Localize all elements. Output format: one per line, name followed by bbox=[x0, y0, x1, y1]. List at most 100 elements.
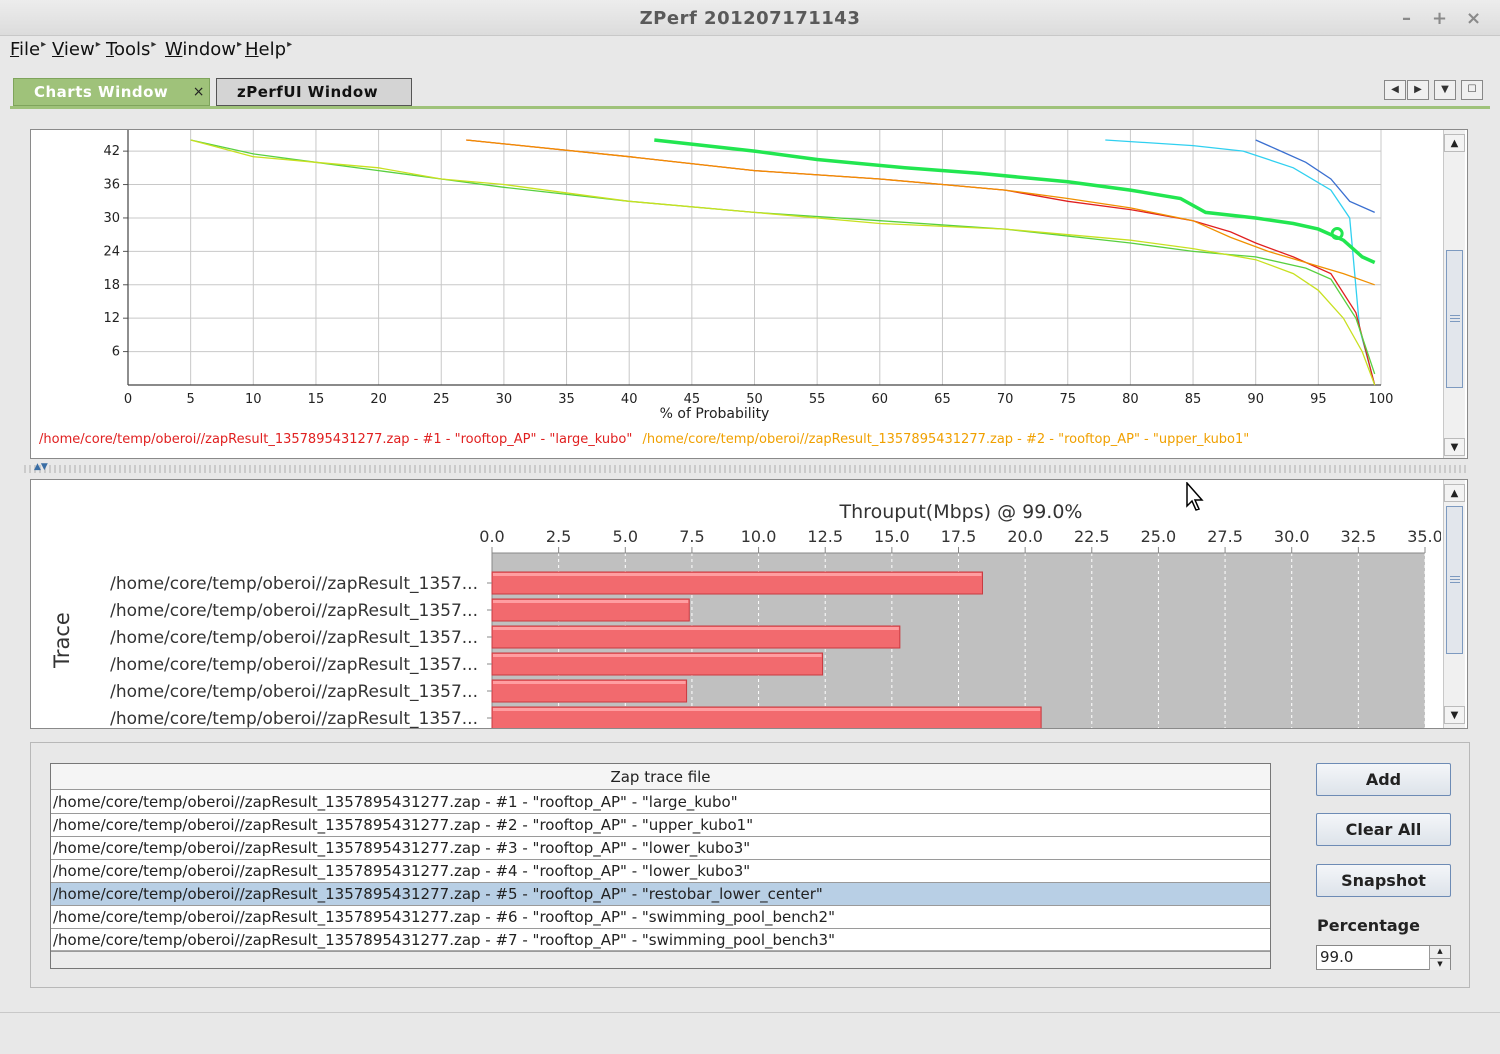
menu-view[interactable]: View▸ bbox=[52, 39, 101, 60]
menu-bar: File▸ View▸ Tools▸ Window▸ Help▸ bbox=[0, 36, 1500, 66]
table-row[interactable]: /home/core/temp/oberoi//zapResult_135789… bbox=[51, 814, 1270, 837]
table-empty-area bbox=[51, 950, 1270, 968]
tab-label: Charts Window bbox=[34, 83, 169, 101]
bar-chart-title: Throuput(Mbps) @ 99.0% bbox=[839, 501, 1083, 523]
throughput-bar-chart: Throuput(Mbps) @ 99.0% 0.0 2.5 5.0 7.5 10.0 12… bbox=[50, 501, 1441, 728]
x-tick-label: 75 bbox=[1059, 392, 1076, 407]
x-tick-label: 95 bbox=[1310, 392, 1327, 407]
tab-underline bbox=[10, 106, 1490, 109]
bar-highlight bbox=[493, 654, 822, 657]
series-line bbox=[466, 139, 1375, 286]
x-tick-label: 85 bbox=[1185, 392, 1202, 407]
category-label: /home/core/temp/oberoi//zapResult_1357..… bbox=[110, 574, 478, 594]
clear-all-button[interactable]: Clear All bbox=[1316, 813, 1451, 846]
scroll-down-icon[interactable]: ▼ bbox=[1444, 706, 1465, 724]
x-tick-label: 10.0 bbox=[741, 527, 777, 546]
spinner-up-icon[interactable]: ▲ bbox=[1429, 946, 1450, 958]
series-line bbox=[654, 138, 1376, 265]
y-tick-label: 24 bbox=[103, 244, 120, 259]
snapshot-button[interactable]: Snapshot bbox=[1316, 864, 1451, 897]
x-tick-label: 50 bbox=[746, 392, 763, 407]
x-tick-label: 5.0 bbox=[613, 527, 638, 546]
tab-maximize-icon[interactable]: ☐ bbox=[1461, 80, 1483, 100]
y-axis-label: Trace bbox=[50, 612, 74, 669]
menu-file[interactable]: File▸ bbox=[10, 39, 47, 60]
x-tick-label: 90 bbox=[1247, 392, 1264, 407]
x-tick-label: 5 bbox=[187, 392, 195, 407]
table-header: Zap trace file bbox=[51, 764, 1270, 790]
x-tick-label: 30 bbox=[496, 392, 513, 407]
probability-chart: 0 5 10 15 20 25 30 35 40 45 50 55 60 65 70 75 80 85 90 95 10… bbox=[103, 130, 1393, 422]
status-bar bbox=[0, 1012, 1500, 1054]
x-tick-label: 32.5 bbox=[1341, 527, 1377, 546]
minimize-button[interactable]: – bbox=[1402, 8, 1411, 29]
split-pane-divider[interactable] bbox=[24, 465, 1468, 473]
scroll-thumb[interactable] bbox=[1446, 506, 1463, 654]
series-line bbox=[190, 139, 1376, 375]
scroll-up-icon[interactable]: ▲ bbox=[1444, 484, 1465, 502]
close-window-button[interactable]: × bbox=[1466, 8, 1482, 29]
x-tick-label: 35.0 bbox=[1407, 527, 1441, 546]
bar-highlight bbox=[493, 681, 686, 684]
x-tick-label: 40 bbox=[621, 392, 638, 407]
scroll-up-icon[interactable]: ▲ bbox=[1444, 134, 1465, 152]
bar-chart-scrollbar[interactable]: ▲ ▼ bbox=[1443, 480, 1465, 728]
maximize-button[interactable]: + bbox=[1432, 8, 1448, 29]
series-line bbox=[1105, 139, 1376, 386]
scroll-thumb[interactable] bbox=[1446, 250, 1463, 388]
x-tick-label: 25.0 bbox=[1141, 527, 1177, 546]
x-tick-label: 20 bbox=[370, 392, 387, 407]
category-label: /home/core/temp/oberoi//zapResult_1357..… bbox=[110, 655, 478, 675]
table-row[interactable]: /home/core/temp/oberoi//zapResult_135789… bbox=[51, 791, 1270, 814]
legend-entry-1: /home/core/temp/oberoi//zapResult_135789… bbox=[39, 432, 633, 447]
x-tick-label: 0 bbox=[124, 392, 132, 407]
percentage-value[interactable]: 99.0 bbox=[1320, 948, 1354, 966]
bar-highlight bbox=[493, 627, 899, 630]
x-tick-label: 10 bbox=[245, 392, 262, 407]
x-tick-label: 70 bbox=[997, 392, 1014, 407]
category-label: /home/core/temp/oberoi//zapResult_1357..… bbox=[110, 709, 478, 728]
tab-close-icon[interactable]: × bbox=[192, 84, 205, 100]
top-chart-scrollbar[interactable]: ▲ ▼ bbox=[1443, 130, 1465, 458]
percentage-spinner[interactable]: 99.0 ▲ ▼ bbox=[1316, 945, 1451, 970]
tab-label: zPerfUI Window bbox=[237, 83, 379, 101]
table-row[interactable]: /home/core/temp/oberoi//zapResult_135789… bbox=[51, 837, 1270, 860]
tab-charts-window[interactable]: Charts Window × bbox=[13, 78, 210, 106]
table-row[interactable]: /home/core/temp/oberoi//zapResult_135789… bbox=[51, 906, 1270, 929]
add-button[interactable]: Add bbox=[1316, 763, 1451, 796]
x-tick-label: 27.5 bbox=[1207, 527, 1243, 546]
tab-bar: Charts Window × zPerfUI Window ◀ ▶ ▼ ☐ bbox=[10, 72, 1490, 108]
x-tick-label: 30.0 bbox=[1274, 527, 1310, 546]
scroll-down-icon[interactable]: ▼ bbox=[1444, 438, 1465, 456]
chart-legend: /home/core/temp/oberoi//zapResult_135789… bbox=[39, 432, 1249, 447]
x-tick-label: 65 bbox=[934, 392, 951, 407]
y-tick-label: 12 bbox=[103, 311, 120, 326]
menu-help[interactable]: Help▸ bbox=[245, 39, 293, 60]
x-tick-label: 25 bbox=[433, 392, 450, 407]
x-axis-label: % of Probability bbox=[660, 406, 770, 422]
table-row[interactable]: /home/core/temp/oberoi//zapResult_135789… bbox=[51, 929, 1270, 952]
tab-list-dropdown-icon[interactable]: ▼ bbox=[1434, 80, 1456, 100]
x-tick-label: 17.5 bbox=[941, 527, 977, 546]
splitter-arrows-icon[interactable]: ▲▼ bbox=[34, 462, 48, 472]
series-line bbox=[1255, 139, 1375, 213]
tab-scroll-left-icon[interactable]: ◀ bbox=[1384, 80, 1406, 100]
x-tick-label: 45 bbox=[684, 392, 701, 407]
category-label: /home/core/temp/oberoi//zapResult_1357..… bbox=[110, 628, 478, 648]
legend-entry-2: /home/core/temp/oberoi//zapResult_135789… bbox=[642, 432, 1250, 447]
throughput-chart-panel: Throuput(Mbps) @ 99.0% 0.0 2.5 5.0 7.5 10.0 12… bbox=[30, 479, 1468, 729]
bar-highlight bbox=[493, 600, 689, 603]
series-marker bbox=[1330, 227, 1344, 241]
category-label: /home/core/temp/oberoi//zapResult_1357..… bbox=[110, 601, 478, 621]
tab-scroll-right-icon[interactable]: ▶ bbox=[1407, 80, 1429, 100]
table-row[interactable]: /home/core/temp/oberoi//zapResult_135789… bbox=[51, 860, 1270, 883]
bar-highlight bbox=[493, 573, 982, 576]
menu-window[interactable]: Window▸ bbox=[165, 39, 243, 60]
y-tick-label: 30 bbox=[103, 211, 120, 226]
x-tick-label: 60 bbox=[872, 392, 889, 407]
x-tick-label: 7.5 bbox=[679, 527, 704, 546]
menu-tools[interactable]: Tools▸ bbox=[106, 39, 157, 60]
table-row[interactable]: /home/core/temp/oberoi//zapResult_135789… bbox=[51, 883, 1270, 906]
spinner-down-icon[interactable]: ▼ bbox=[1429, 958, 1450, 970]
tab-zperfui-window[interactable]: zPerfUI Window bbox=[216, 78, 412, 106]
